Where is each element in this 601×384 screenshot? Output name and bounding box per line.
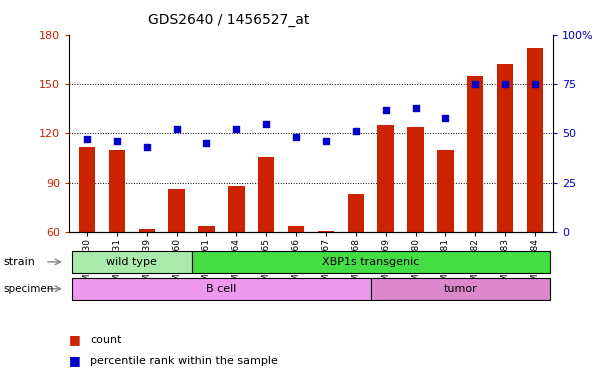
- Point: [202, 140, 212, 146]
- Bar: [109, 150, 125, 232]
- Point: [351, 128, 361, 134]
- Bar: [228, 186, 245, 232]
- Bar: [72, 278, 371, 300]
- Bar: [377, 125, 394, 232]
- Point: [471, 81, 480, 87]
- Bar: [198, 226, 215, 232]
- Bar: [318, 231, 334, 232]
- Bar: [258, 157, 275, 232]
- Text: ■: ■: [69, 333, 81, 346]
- Bar: [467, 76, 483, 232]
- Bar: [288, 226, 304, 232]
- Text: ■: ■: [69, 354, 81, 367]
- Text: count: count: [90, 335, 121, 345]
- Bar: [347, 194, 364, 232]
- Point: [82, 136, 92, 142]
- Text: GDS2640 / 1456527_at: GDS2640 / 1456527_at: [148, 13, 309, 27]
- Point: [142, 144, 151, 151]
- Point: [530, 81, 540, 87]
- Bar: [371, 278, 550, 300]
- Bar: [437, 150, 454, 232]
- Text: strain: strain: [3, 257, 35, 267]
- Point: [112, 138, 122, 144]
- Point: [321, 138, 331, 144]
- Point: [231, 126, 241, 132]
- Point: [381, 107, 391, 113]
- Text: specimen: specimen: [3, 284, 53, 294]
- Text: percentile rank within the sample: percentile rank within the sample: [90, 356, 278, 366]
- Bar: [407, 127, 424, 232]
- Bar: [527, 48, 543, 232]
- Point: [441, 114, 450, 121]
- Point: [172, 126, 182, 132]
- Bar: [139, 229, 155, 232]
- Text: wild type: wild type: [106, 257, 157, 267]
- Bar: [79, 147, 95, 232]
- Point: [500, 81, 510, 87]
- Bar: [72, 251, 192, 273]
- Point: [410, 105, 420, 111]
- Text: tumor: tumor: [444, 284, 477, 294]
- Bar: [192, 251, 550, 273]
- Text: XBP1s transgenic: XBP1s transgenic: [322, 257, 419, 267]
- Bar: [497, 64, 513, 232]
- Point: [291, 134, 301, 141]
- Point: [261, 121, 271, 127]
- Text: B cell: B cell: [206, 284, 237, 294]
- Bar: [168, 189, 185, 232]
